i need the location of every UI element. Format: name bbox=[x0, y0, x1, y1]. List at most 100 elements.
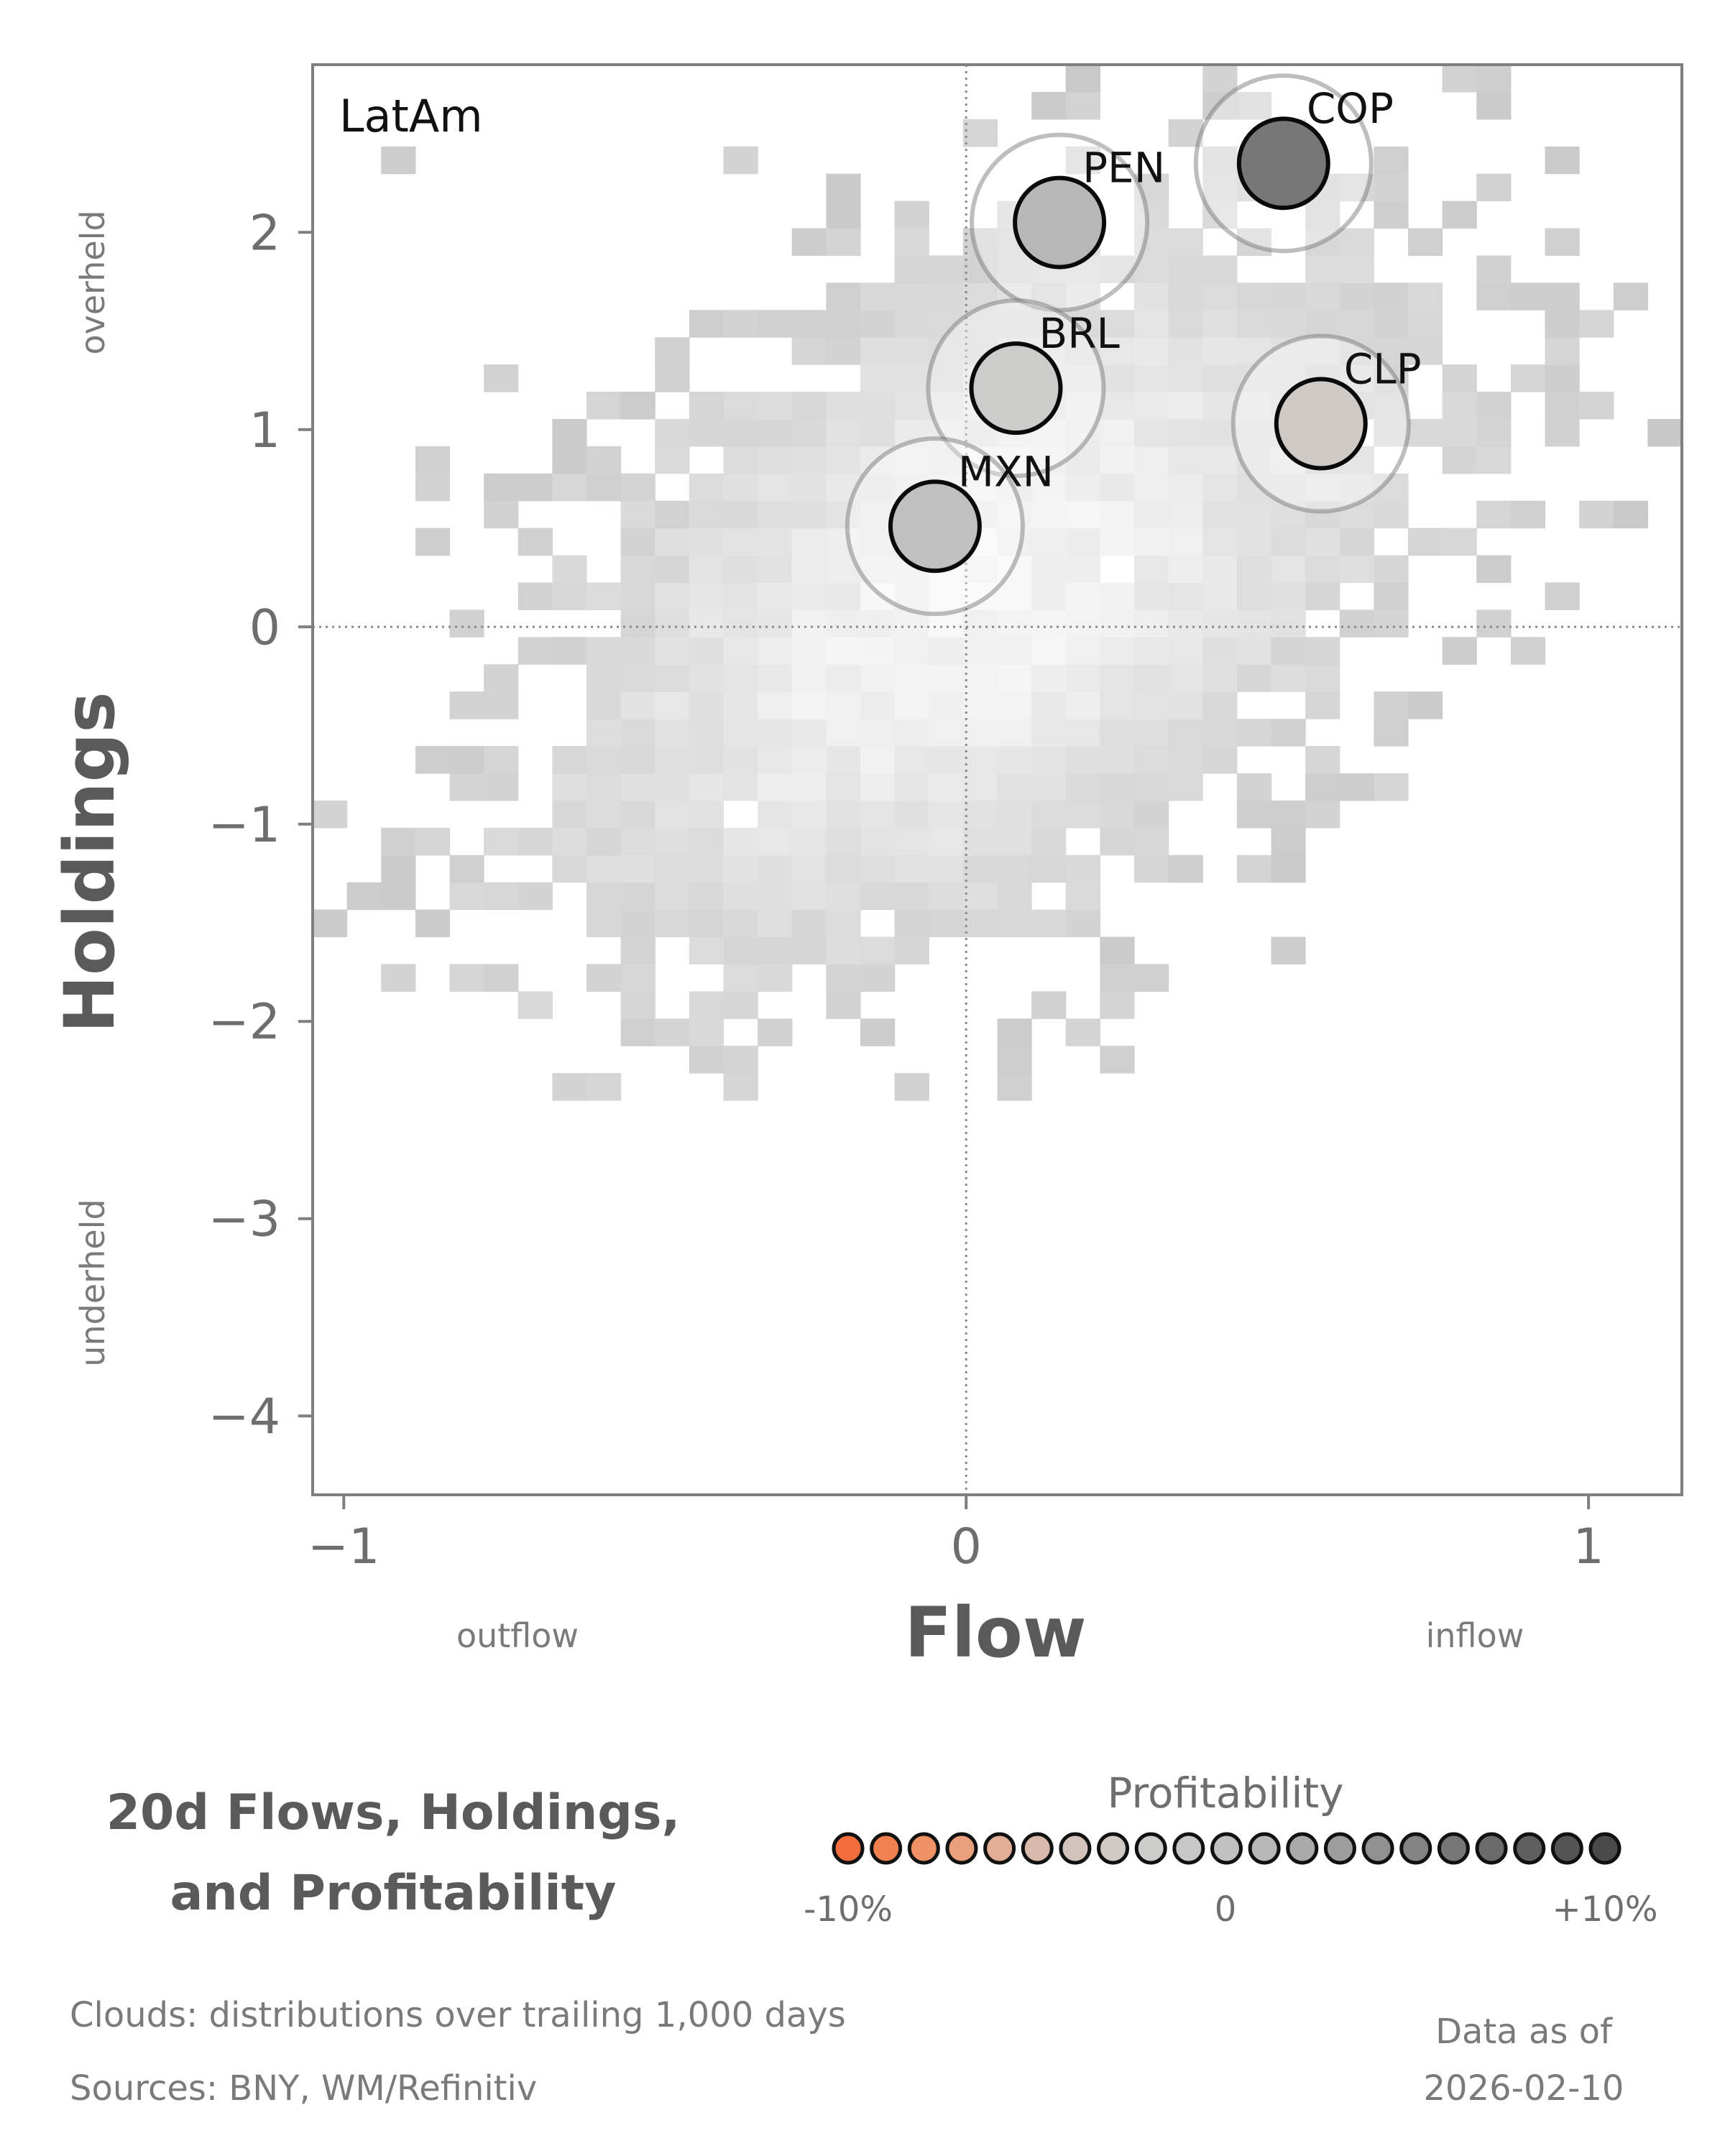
cloud-cell bbox=[826, 909, 861, 938]
cloud-cell bbox=[1408, 337, 1443, 365]
legend-title: Profitability bbox=[1107, 1769, 1343, 1818]
x-tick-label: −1 bbox=[308, 1519, 380, 1575]
profitability-legend bbox=[832, 1832, 1622, 1865]
cloud-cell bbox=[1374, 555, 1409, 584]
cloud-cell bbox=[1202, 201, 1238, 229]
cloud-cell bbox=[791, 528, 827, 556]
cloud-cell bbox=[1510, 637, 1546, 665]
cloud-cell bbox=[1305, 800, 1340, 829]
cloud-cell bbox=[484, 746, 519, 774]
footer-sources: Sources: BNY, WM/Refinitiv bbox=[70, 2068, 537, 2109]
cloud-cell bbox=[723, 746, 758, 774]
cloud-cell bbox=[962, 882, 998, 911]
cloud-cell bbox=[518, 827, 553, 856]
cloud-cell bbox=[1134, 310, 1169, 338]
point-label-brl: BRL bbox=[1039, 309, 1119, 358]
cloud-cell bbox=[1374, 282, 1409, 310]
cloud-cell bbox=[689, 392, 724, 420]
cloud-cell bbox=[346, 882, 382, 911]
cloud-cell bbox=[1545, 337, 1580, 365]
cloud-cell bbox=[449, 773, 484, 801]
cloud-cell bbox=[415, 528, 451, 556]
x-tick-label: 0 bbox=[951, 1519, 982, 1575]
cloud-cell bbox=[758, 882, 793, 911]
cloud-cell bbox=[758, 310, 793, 338]
cloud-cell bbox=[1065, 800, 1100, 829]
legend-dot bbox=[1248, 1832, 1281, 1865]
cloud-cell bbox=[1305, 664, 1340, 692]
cloud-cell bbox=[860, 555, 896, 584]
cloud-cell bbox=[484, 882, 519, 911]
cloud-cell bbox=[1134, 719, 1169, 747]
cloud-cell bbox=[620, 746, 656, 774]
legend-max-label: +10% bbox=[1552, 1889, 1658, 1930]
cloud-cell bbox=[997, 582, 1032, 611]
cloud-cell bbox=[1476, 282, 1512, 310]
cloud-cell bbox=[962, 228, 998, 257]
cloud-cell bbox=[1134, 800, 1169, 829]
cloud-cell bbox=[1065, 719, 1100, 747]
cloud-cell bbox=[758, 773, 793, 801]
cloud-cell bbox=[689, 473, 724, 502]
cloud-cell bbox=[758, 392, 793, 420]
cloud-cell bbox=[860, 392, 896, 420]
cloud-cell bbox=[620, 500, 656, 529]
cloud-cell bbox=[723, 446, 758, 474]
cloud-cell bbox=[1374, 418, 1409, 447]
cloud-cell bbox=[552, 1073, 587, 1101]
cloud-cell bbox=[1065, 446, 1100, 474]
cloud-cell bbox=[791, 827, 827, 856]
cloud-cell bbox=[826, 473, 861, 502]
cloud-cell bbox=[894, 854, 929, 883]
cloud-cell bbox=[1271, 609, 1306, 637]
cloud-cell bbox=[791, 773, 827, 801]
cloud-cell bbox=[826, 337, 861, 365]
cloud-cell bbox=[1305, 228, 1340, 257]
cloud-cell bbox=[894, 310, 929, 338]
cloud-cell bbox=[313, 909, 348, 938]
cloud-cell bbox=[826, 773, 861, 801]
cloud-cell bbox=[758, 800, 793, 829]
cloud-cell bbox=[894, 909, 929, 938]
cloud-cell bbox=[1236, 364, 1272, 392]
cloud-cell bbox=[552, 854, 587, 883]
cloud-cell bbox=[655, 337, 690, 365]
cloud-cell bbox=[723, 854, 758, 883]
cloud-cell bbox=[381, 827, 416, 856]
cloud-cell bbox=[962, 582, 998, 611]
cloud-cell bbox=[929, 255, 964, 283]
cloud-cell bbox=[997, 909, 1032, 938]
cloud-cell bbox=[1134, 664, 1169, 692]
cloud-cell bbox=[791, 228, 827, 257]
cloud-cell bbox=[894, 228, 929, 257]
cloud-cell bbox=[826, 691, 861, 719]
cloud-cell bbox=[1134, 392, 1169, 420]
cloud-cell bbox=[689, 1046, 724, 1074]
cloud-cell bbox=[620, 936, 656, 965]
footer-asof-label: Data as of bbox=[1435, 2012, 1613, 2052]
cloud-cell bbox=[1202, 582, 1238, 611]
cloud-cell bbox=[1339, 255, 1374, 283]
cloud-cell bbox=[860, 310, 896, 338]
cloud-cell bbox=[1134, 746, 1169, 774]
cloud-cell bbox=[997, 1018, 1032, 1046]
cloud-cell bbox=[1134, 500, 1169, 529]
cloud-cell bbox=[1065, 146, 1100, 175]
cloud-cell bbox=[723, 310, 758, 338]
cloud-cell bbox=[484, 773, 519, 801]
legend-dot bbox=[907, 1832, 940, 1865]
x-right-annotation: inflow bbox=[1426, 1616, 1524, 1655]
cloud-cell bbox=[1510, 364, 1546, 392]
cloud-cell bbox=[1100, 719, 1135, 747]
cloud-cell bbox=[962, 773, 998, 801]
cloud-cell bbox=[655, 1018, 690, 1046]
cloud-cell bbox=[1134, 337, 1169, 365]
cloud-cell bbox=[1476, 255, 1512, 283]
cloud-cell bbox=[894, 746, 929, 774]
cloud-cell bbox=[1202, 500, 1238, 529]
cloud-cell bbox=[791, 664, 827, 692]
cloud-cell bbox=[1168, 609, 1203, 637]
cloud-cell bbox=[791, 909, 827, 938]
cloud-cell bbox=[620, 691, 656, 719]
cloud-cell bbox=[1305, 637, 1340, 665]
